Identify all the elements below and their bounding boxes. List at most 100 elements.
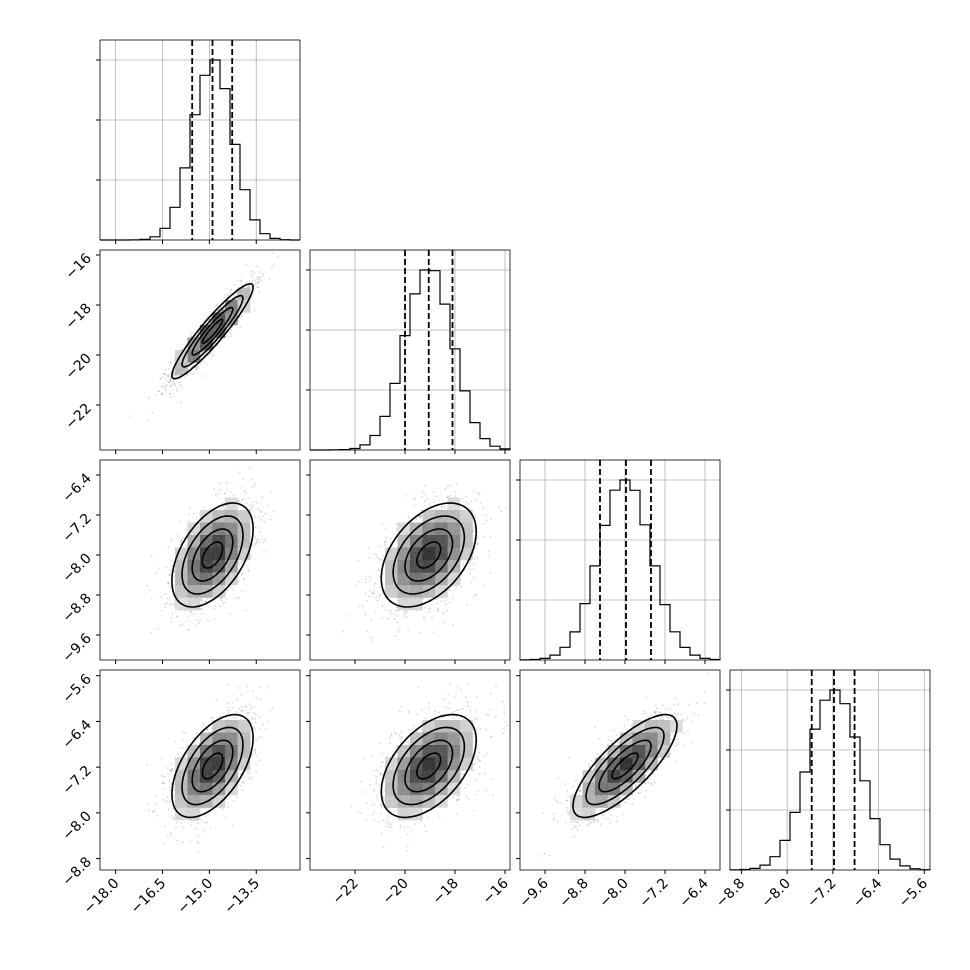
sample-point xyxy=(475,499,478,502)
sample-point xyxy=(162,842,164,845)
sample-point xyxy=(225,482,228,485)
sample-point xyxy=(165,369,167,372)
sample-point xyxy=(357,605,360,608)
sample-point xyxy=(214,604,217,607)
sample-point xyxy=(364,592,367,594)
sample-point xyxy=(169,832,172,835)
sample-point xyxy=(238,686,241,689)
sample-point xyxy=(222,506,225,508)
sample-point xyxy=(168,380,171,383)
sample-point xyxy=(223,492,226,495)
sample-point xyxy=(169,385,171,388)
density-cell xyxy=(447,535,461,548)
sample-point xyxy=(166,597,168,600)
sample-point xyxy=(406,611,409,614)
sample-point xyxy=(169,393,171,396)
sample-point xyxy=(166,602,169,605)
sample-point xyxy=(374,612,377,614)
sample-point xyxy=(460,585,463,588)
sample-point xyxy=(390,612,393,615)
sample-point xyxy=(387,618,390,620)
sample-point xyxy=(241,590,244,593)
sample-point xyxy=(264,539,267,542)
sample-point xyxy=(220,310,223,313)
sample-point xyxy=(358,580,361,583)
sample-point xyxy=(197,365,199,368)
sample-point xyxy=(171,364,173,367)
sample-point xyxy=(226,489,228,491)
sample-point xyxy=(248,570,250,573)
sample-point xyxy=(178,544,181,546)
sample-point xyxy=(230,586,233,589)
sample-point xyxy=(482,535,485,538)
sample-point xyxy=(424,500,426,503)
density-cell xyxy=(397,560,411,573)
histogram-step-2 xyxy=(519,479,721,661)
sample-point xyxy=(239,326,242,329)
sample-point xyxy=(454,491,457,494)
sample-point xyxy=(478,492,480,495)
sample-point xyxy=(251,275,253,278)
sample-point xyxy=(254,526,257,528)
sample-point xyxy=(443,611,445,614)
sample-point xyxy=(248,280,250,283)
sample-point xyxy=(365,630,368,633)
sample-point xyxy=(215,304,218,306)
sample-point xyxy=(464,501,467,503)
sample-point xyxy=(373,589,376,592)
sample-point xyxy=(437,608,439,610)
sample-point xyxy=(424,484,427,487)
sample-point xyxy=(470,500,473,503)
sample-point xyxy=(478,494,481,496)
sample-point xyxy=(165,385,168,388)
sample-point xyxy=(483,584,486,587)
sample-point xyxy=(260,511,263,513)
sample-point xyxy=(165,379,168,382)
sample-point xyxy=(237,580,240,583)
sample-point xyxy=(429,505,431,507)
sample-point xyxy=(213,618,216,621)
sample-point xyxy=(241,499,243,502)
panel-bg xyxy=(730,670,930,870)
sample-point xyxy=(259,531,262,533)
sample-point xyxy=(245,609,247,612)
sample-point xyxy=(263,540,265,543)
sample-point xyxy=(477,542,479,545)
sample-point xyxy=(254,543,257,546)
sample-point xyxy=(435,495,438,497)
sample-point xyxy=(167,546,170,549)
sample-point xyxy=(476,492,479,495)
contour-line xyxy=(201,318,224,344)
sample-point xyxy=(246,564,249,567)
sample-point xyxy=(198,622,200,625)
sample-point xyxy=(243,568,246,571)
sample-point xyxy=(150,598,153,601)
sample-point xyxy=(213,607,215,610)
sample-point xyxy=(261,515,264,518)
sample-point xyxy=(160,393,163,396)
sample-point xyxy=(227,711,230,714)
sample-point xyxy=(240,561,243,563)
density-cell xyxy=(212,312,226,326)
sample-point xyxy=(206,598,208,600)
sample-point xyxy=(470,581,473,583)
sample-point xyxy=(194,368,197,371)
sample-point xyxy=(256,278,259,281)
sample-point xyxy=(469,562,472,565)
sample-point xyxy=(180,539,183,542)
sample-point xyxy=(171,620,173,623)
sample-point xyxy=(162,385,164,388)
sample-point xyxy=(378,597,381,600)
sample-point xyxy=(258,277,261,280)
sample-point xyxy=(443,599,446,602)
sample-point xyxy=(264,512,267,515)
sample-point xyxy=(254,721,257,724)
sample-point xyxy=(449,494,452,497)
sample-point xyxy=(440,600,443,603)
sample-point xyxy=(424,493,426,495)
sample-point xyxy=(165,389,167,391)
sample-point xyxy=(243,579,246,581)
sample-point xyxy=(146,419,149,422)
sample-point xyxy=(269,490,272,493)
sample-point xyxy=(442,613,444,616)
